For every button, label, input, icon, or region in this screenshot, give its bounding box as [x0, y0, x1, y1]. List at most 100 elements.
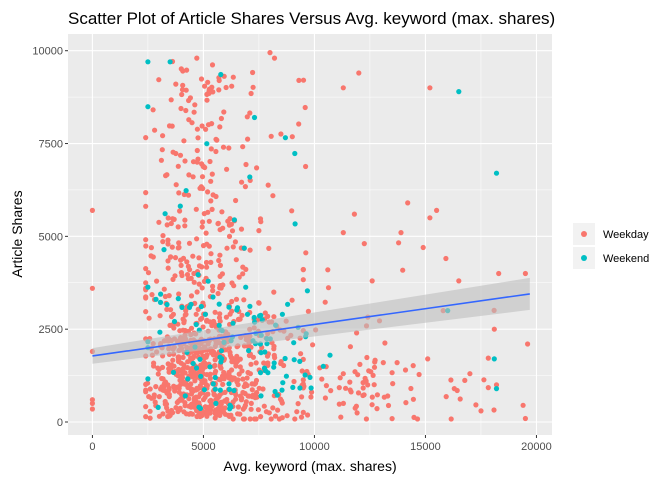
weekend-point: [257, 313, 263, 319]
weekday-point: [143, 266, 149, 272]
weekend-point: [271, 364, 277, 370]
weekday-point: [180, 354, 186, 360]
weekday-point: [209, 206, 215, 212]
weekday-point: [179, 91, 185, 98]
weekend-point: [231, 217, 237, 223]
weekday-point: [214, 137, 220, 143]
weekday-point: [176, 291, 182, 297]
weekday-point: [491, 326, 497, 332]
weekday-point: [240, 416, 247, 422]
weekday-point: [211, 363, 217, 369]
weekday-point: [233, 296, 240, 302]
weekday-point: [236, 274, 242, 280]
weekend-point: [297, 385, 303, 391]
weekday-point: [252, 416, 258, 422]
weekday-point: [220, 144, 227, 150]
weekday-point: [303, 250, 309, 256]
weekday-point: [156, 394, 162, 400]
weekday-point: [493, 382, 500, 388]
weekday-point: [176, 240, 182, 246]
weekday-point: [150, 254, 156, 260]
weekday-point: [478, 408, 484, 414]
weekday-point: [248, 361, 254, 367]
weekday-point: [258, 414, 264, 420]
weekday-point: [215, 220, 221, 226]
weekday-point: [275, 407, 281, 413]
weekend-point: [279, 387, 285, 393]
weekend-point: [251, 114, 258, 121]
weekday-point: [220, 381, 226, 387]
weekend-point: [145, 284, 151, 290]
weekday-point: [159, 375, 165, 382]
weekday-point: [246, 393, 252, 399]
weekday-point: [233, 257, 239, 263]
weekday-point: [219, 209, 225, 215]
weekend-point: [210, 381, 216, 387]
weekday-point: [186, 172, 192, 178]
weekday-point: [233, 197, 239, 204]
x-tick-label: 15000: [410, 441, 441, 453]
weekday-point: [340, 85, 346, 91]
weekday-point: [522, 415, 529, 422]
weekday-point: [181, 409, 187, 415]
weekday-point: [143, 294, 149, 300]
weekday-point: [161, 286, 167, 292]
weekday-point: [210, 288, 216, 294]
weekday-point: [266, 410, 272, 416]
weekend-point: [308, 385, 314, 391]
weekday-point: [371, 364, 378, 370]
weekday-point: [229, 367, 235, 373]
weekend-point: [291, 357, 297, 363]
weekday-point: [89, 406, 95, 412]
weekday-point: [247, 110, 253, 116]
weekday-point: [148, 245, 154, 251]
weekday-point: [289, 297, 295, 303]
weekend-point: [193, 365, 200, 371]
weekend-point: [145, 59, 151, 65]
weekday-point: [202, 83, 208, 89]
weekend-point: [162, 211, 168, 217]
weekday-point: [261, 360, 267, 366]
weekday-point: [266, 245, 272, 251]
weekday-point: [189, 120, 195, 126]
legend-label-weekend: Weekend: [603, 253, 649, 265]
weekday-point: [158, 157, 164, 163]
weekday-point: [278, 360, 284, 367]
weekend-point: [262, 367, 268, 374]
weekday-point: [240, 144, 246, 150]
weekday-point: [152, 127, 158, 133]
weekday-point: [258, 219, 264, 225]
weekday-point: [195, 135, 201, 141]
weekday-point: [371, 382, 377, 388]
weekday-point: [216, 394, 222, 400]
weekday-point: [199, 224, 205, 230]
weekday-point: [361, 392, 367, 398]
weekday-point: [202, 404, 208, 410]
weekday-point: [340, 371, 346, 377]
weekday-point: [210, 349, 216, 355]
weekday-point: [198, 76, 205, 82]
weekday-point: [244, 375, 250, 381]
weekday-point: [211, 319, 217, 325]
weekday-point: [443, 394, 449, 400]
weekday-point: [298, 351, 304, 357]
weekday-point: [201, 211, 207, 217]
weekday-point: [228, 412, 234, 418]
y-axis: 0 2500 5000 7500 10000: [32, 46, 68, 429]
weekday-point: [237, 356, 243, 362]
weekday-point: [389, 370, 395, 376]
x-tick-label: 0: [89, 441, 95, 453]
weekday-point: [261, 403, 267, 409]
weekday-point: [347, 379, 353, 385]
weekday-point: [188, 293, 195, 299]
weekday-point: [220, 407, 226, 413]
weekend-point: [327, 352, 333, 358]
weekday-point: [223, 314, 229, 320]
weekday-point: [247, 247, 253, 253]
weekday-point: [230, 399, 236, 405]
weekday-point: [177, 328, 183, 334]
weekday-point: [249, 381, 255, 387]
weekday-point: [143, 237, 149, 243]
weekday-point: [147, 415, 153, 421]
weekday-point: [185, 384, 191, 390]
